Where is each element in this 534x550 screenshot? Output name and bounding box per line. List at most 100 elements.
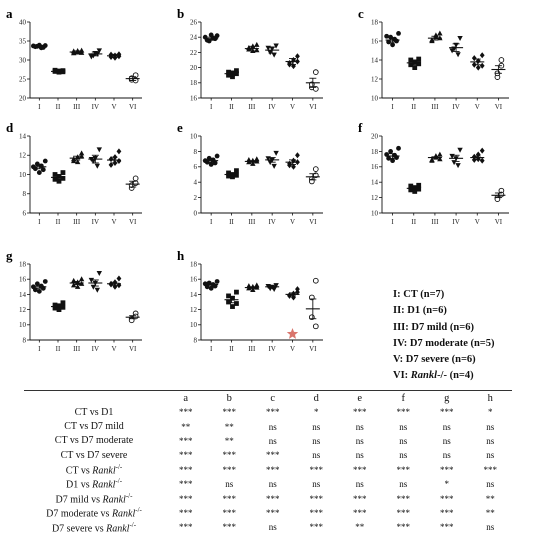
data-point [449,48,455,54]
data-point [471,156,477,163]
data-point [234,289,239,295]
significance-cell: *** [179,507,193,518]
significance-cell: *** [179,435,193,446]
data-point [291,57,296,63]
significance-cell: ns [399,479,408,490]
data-point [212,160,218,166]
significance-cell: * [444,479,450,490]
y-tick-label: 24 [190,34,198,42]
significance-cell: ns [268,435,277,446]
data-point [214,279,220,284]
panel-label: e [177,120,183,135]
data-point [455,52,461,58]
x-tick-label: III [248,103,256,111]
y-tick-label: 18 [190,79,198,87]
x-tick-label: VI [129,345,137,353]
data-point [52,172,58,177]
table-row: CT vs D1 *** *** *** * *** *** *** * [24,405,512,419]
data-point [132,313,139,320]
x-tick-label: V [111,218,116,226]
significance-cell: *** [179,450,193,461]
data-point [429,38,435,44]
data-point [56,307,62,312]
data-point [471,55,477,62]
significance-cell: *** [222,522,237,533]
data-point [416,56,422,62]
data-point [208,32,214,38]
x-tick-label: VI [309,345,317,353]
y-tick-label: 14 [371,56,379,64]
significance-cell: *** [222,407,237,418]
data-point [230,304,235,309]
significance-cell: *** [266,464,280,475]
x-tick-label: IV [452,218,459,226]
data-point [230,295,235,301]
data-point [437,156,443,162]
y-tick-label: 40 [19,18,27,26]
data-point [471,153,477,160]
table-body: CT vs D1 *** *** *** * *** *** *** * CT vs D7 mil… [24,405,512,535]
legend-item: V: D7 severe (n=6) [393,354,476,366]
data-point [295,53,300,60]
significance-cell: ns [268,479,277,490]
data-point [271,52,277,58]
significance-cell: ns [355,435,364,446]
significance-cell: *** [222,450,237,461]
data-point [42,279,48,284]
significance-cell: *** [396,407,411,418]
x-tick-label: V [290,103,295,111]
significance-cell: ns [225,479,234,490]
data-point [60,300,66,306]
significance-cell: *** [179,522,193,533]
significance-cell: ** [224,435,234,446]
significance-cell: *** [179,464,193,475]
data-point [56,303,62,309]
data-point [56,174,62,179]
legend-item: VI: Rankl-/- (n=4) [393,368,495,384]
data-point [412,185,418,190]
data-point [412,65,418,70]
significance-cell: ** [485,507,495,518]
significance-cell: *** [309,507,324,518]
comparison-label: CT vs D7 moderate [54,435,134,447]
x-tick-label: V [290,345,295,353]
x-tick-label: II [411,218,416,226]
table-row: CT vs Rankl-/- *** *** *** *** *** *** *** *** [24,463,512,477]
y-tick-label: 4 [194,179,198,187]
significance-cell: ns [355,479,364,490]
legend-item: I: CT (n=7) [393,289,445,300]
data-point [394,38,399,44]
x-tick-label: III [248,345,256,353]
legend-item: IV: D7 moderate (n=5) [393,337,495,349]
x-tick-label: I [210,218,213,226]
data-point [416,61,422,67]
data-point [388,149,394,154]
x-tick-label: I [38,218,41,226]
y-tick-label: 14 [371,179,379,187]
y-tick-label: 2 [194,194,198,202]
significance-cell: ns [268,522,277,533]
y-tick-label: 16 [190,94,198,102]
column-header: d [294,390,338,405]
data-point [74,283,81,289]
panel-label: b [177,6,184,21]
significance-cell: ** [355,522,365,533]
y-tick-label: 20 [19,94,27,102]
data-point [273,150,279,156]
y-tick-label: 8 [23,336,27,344]
x-tick-label: I [38,345,41,353]
significance-cell: ns [486,522,495,533]
x-tick-label: I [391,218,394,226]
legend-text: -/- (n=4) [437,370,474,382]
significance-cell: *** [179,479,193,490]
data-point [96,271,102,277]
data-point [250,286,256,292]
panel-label: a [6,6,13,21]
data-point [412,59,418,65]
y-tick-label: 6 [23,209,27,217]
data-point [390,42,395,48]
x-tick-label: IV [268,218,275,226]
significance-cell: *** [440,522,454,533]
